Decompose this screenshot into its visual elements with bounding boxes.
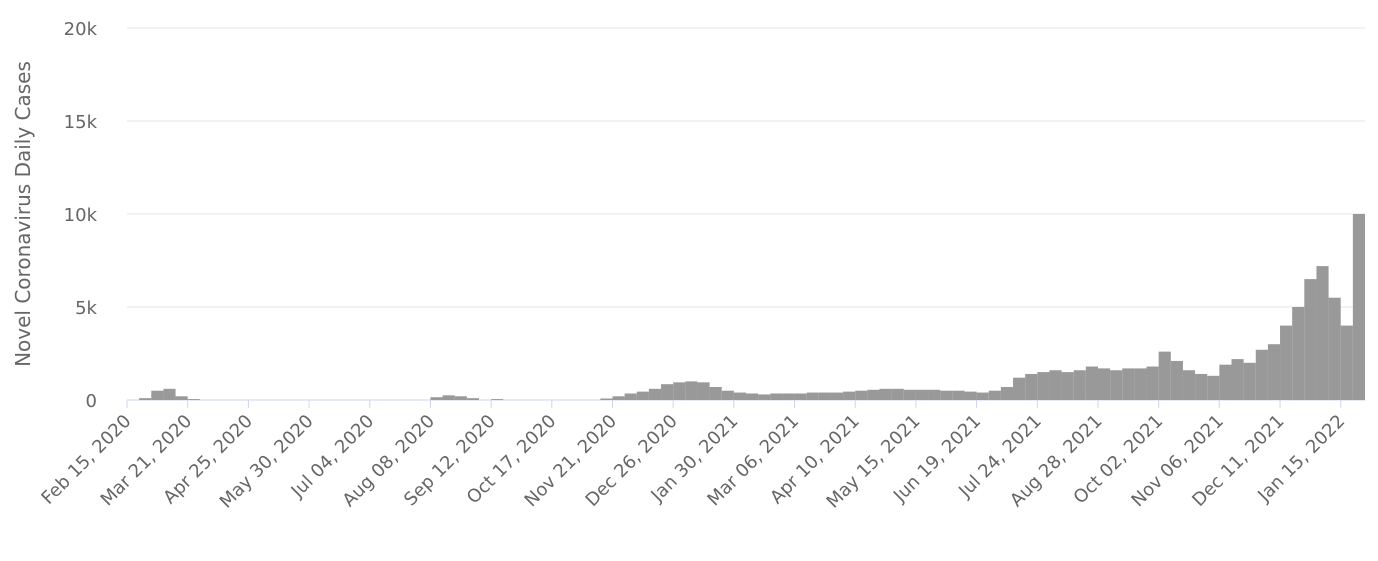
bar [709,386,722,400]
y-axis-title: Novel Coronavirus Daily Cases [11,61,35,367]
bar [1158,351,1171,400]
y-tick-label: 0 [86,391,97,412]
bar [1134,368,1147,400]
bar [187,399,200,400]
bar [1292,307,1305,400]
bar [843,391,856,400]
bar [1037,372,1050,400]
bar [1000,386,1014,400]
bar [903,389,916,400]
bar [891,388,904,400]
bar [952,390,965,400]
bar [1146,366,1159,400]
bar [151,390,164,400]
bar [867,389,880,400]
bar [1255,349,1268,400]
y-tick-label: 10k [64,205,98,226]
bar [1340,325,1353,400]
bar [1219,364,1232,400]
bar [928,389,941,400]
bar [1110,370,1123,400]
bar [1049,370,1062,400]
bar [988,390,1001,400]
bar [454,396,467,400]
y-tick-label: 20k [64,19,98,40]
bar [1025,373,1038,400]
bar [163,388,176,400]
bar [976,392,989,400]
bar [1122,368,1135,400]
bar [782,393,795,400]
bar [1328,297,1341,400]
bar [1013,377,1026,400]
bar [746,393,759,400]
bar [697,382,710,400]
bar [624,393,637,400]
bar [430,397,443,400]
bar [830,392,844,400]
bar [466,398,479,400]
bar [661,384,674,400]
bar [685,381,698,400]
bar [612,396,625,400]
bar [1195,373,1208,400]
bar [1243,362,1256,400]
bar [442,395,455,400]
bar [600,398,613,400]
bar [964,391,977,400]
bar [806,392,819,400]
bar [648,388,662,400]
bar [1182,370,1196,400]
bar [770,393,783,400]
bar [1352,214,1365,400]
bar [794,393,807,400]
bar [1073,370,1086,400]
bar [1231,359,1244,400]
bar [1316,266,1329,400]
bar [1267,344,1281,400]
bar [139,398,152,400]
bar [1097,368,1111,400]
y-tick-label: 5k [75,298,97,319]
bar [940,390,953,400]
bar [733,392,746,400]
bar [818,392,831,400]
bar [1304,279,1317,400]
bar [491,399,504,400]
bar [636,391,649,400]
bar [721,390,734,400]
bar [673,382,686,400]
bar [1170,360,1183,400]
bar [1085,366,1098,400]
bar [1061,372,1074,400]
bar [915,389,929,400]
bar [879,388,892,400]
bar [1280,325,1293,400]
bar [758,394,771,400]
bar [855,390,868,400]
bar [1207,375,1220,400]
y-tick-label: 15k [64,112,98,133]
bar [175,396,188,400]
